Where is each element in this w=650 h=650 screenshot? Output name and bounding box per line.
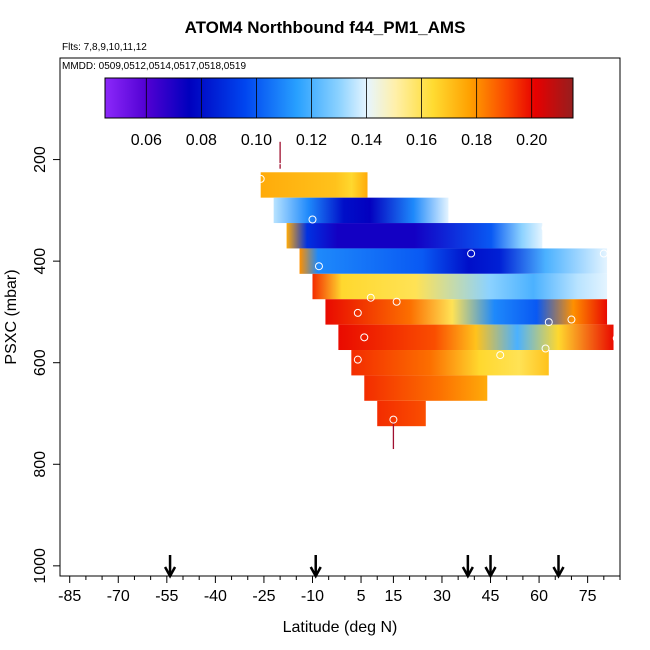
x-tick-label: -70	[107, 588, 130, 605]
data-marker	[496, 351, 505, 360]
colorbar-tick-label: 0.20	[516, 132, 547, 149]
colorbar-tick-label: 0.06	[131, 132, 162, 149]
data-marker	[276, 163, 285, 172]
data-markers	[256, 141, 621, 450]
data-marker	[373, 188, 382, 197]
dates-label: MMDD: 0509,0512,0514,0517,0518,0519	[62, 61, 247, 72]
arrow-marker	[461, 555, 474, 579]
data-marker	[544, 318, 553, 327]
data-marker	[467, 249, 476, 258]
colorbar-tick-label: 0.18	[461, 132, 492, 149]
colorbar-tick-label: 0.12	[296, 132, 327, 149]
x-tick-label: -10	[301, 588, 324, 605]
colorbar-tick-label: 0.10	[241, 132, 272, 149]
data-band	[377, 400, 426, 427]
data-marker	[567, 315, 576, 324]
y-axis: 200 400 600 800 1000	[32, 146, 60, 584]
y-tick-label: 200	[32, 146, 49, 173]
plot-frame	[59, 57, 621, 577]
flights-label: Flts: 7,8,9,10,11,12	[62, 42, 147, 53]
data-marker	[366, 293, 375, 302]
y-tick-label: 400	[32, 248, 49, 275]
x-tick-label: 45	[482, 588, 500, 605]
data-band	[299, 248, 608, 274]
data-marker	[541, 224, 550, 233]
y-tick-label: 800	[32, 451, 49, 478]
data-marker	[389, 415, 398, 424]
data-band	[312, 273, 608, 300]
data-marker	[541, 344, 550, 353]
data-bands	[260, 172, 614, 427]
x-tick-label: -25	[252, 588, 275, 605]
data-marker	[353, 355, 362, 364]
data-band	[325, 299, 608, 325]
arrow-marker	[309, 555, 322, 579]
x-axis-label: Latitude (deg N)	[283, 619, 398, 636]
x-axis: -85 -70 -55 -40 -25 -10 5 15 30 45 60 75	[58, 576, 621, 605]
latitude-arrows	[163, 555, 565, 579]
x-tick-label: 5	[357, 588, 366, 605]
x-tick-label: -55	[155, 588, 178, 605]
data-marker	[353, 308, 362, 317]
y-tick-label: 600	[32, 349, 49, 376]
colorbar: 0.06 0.08 0.10 0.12 0.14 0.16 0.18 0.20	[104, 77, 574, 149]
data-band	[286, 223, 543, 249]
data-band	[338, 324, 614, 351]
data-band	[260, 172, 368, 198]
arrow-marker	[163, 555, 177, 579]
colorbar-tick-label: 0.14	[351, 132, 382, 149]
data-marker	[392, 297, 401, 306]
x-tick-label: -85	[58, 588, 81, 605]
x-tick-label: 60	[530, 588, 548, 605]
data-band	[273, 197, 449, 224]
data-marker	[314, 262, 323, 271]
y-tick-label: 1000	[32, 548, 49, 584]
data-marker	[256, 174, 265, 183]
x-tick-label: -40	[204, 588, 227, 605]
arrow-marker	[484, 555, 497, 579]
y-axis-label: PSXC (mbar)	[3, 269, 20, 364]
data-marker	[612, 334, 621, 343]
data-marker	[599, 249, 608, 258]
colorbar-tick-label: 0.16	[406, 132, 437, 149]
chart-title: ATOM4 Northbound f44_PM1_AMS	[184, 18, 466, 37]
colorbar-gradient	[104, 77, 574, 119]
data-band	[364, 375, 488, 401]
arrow-marker	[552, 555, 565, 579]
x-tick-label: 15	[385, 588, 403, 605]
x-tick-label: 30	[433, 588, 451, 605]
data-band	[351, 350, 549, 376]
data-marker	[308, 215, 317, 224]
x-tick-label: 75	[579, 588, 597, 605]
data-marker	[360, 333, 369, 342]
colorbar-tick-label: 0.08	[186, 132, 217, 149]
